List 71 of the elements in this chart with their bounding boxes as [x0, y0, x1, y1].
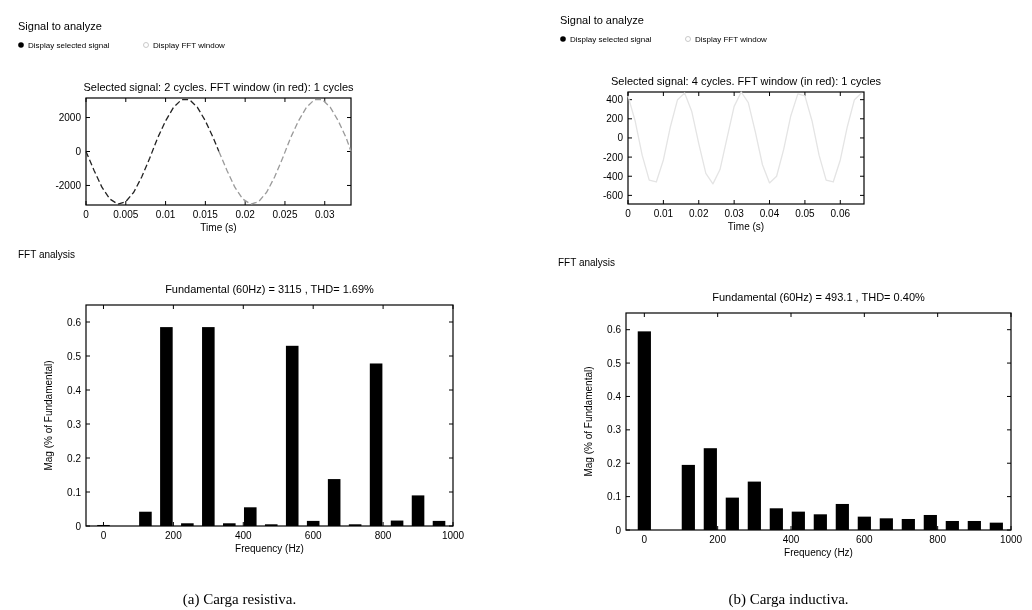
x-axis-title: Time (s): [200, 222, 237, 233]
x-tick-label: 0.01: [155, 209, 176, 220]
y-tick-label: 2000: [58, 112, 82, 124]
text: (b) Carga inductiva.: [728, 591, 849, 608]
y-tick-label: 0.5: [67, 350, 82, 362]
text: (a) Carga resistiva.: [182, 591, 297, 608]
y-tick-label: 0.4: [607, 390, 622, 402]
chart-title: Fundamental (60Hz) = 493.1 , THD= 0.40%: [712, 291, 926, 303]
x-tick-label: 200: [165, 530, 183, 541]
text: Signal to analyze: [560, 14, 644, 26]
x-axis-title: Frequency (Hz): [235, 543, 304, 554]
text: Display selected signal: [570, 35, 652, 44]
y-tick-label: 0.2: [67, 452, 82, 464]
text: Display selected signal: [28, 41, 110, 50]
x-tick-label: 800: [929, 534, 947, 545]
y-tick-label: 400: [606, 94, 624, 106]
text: FFT analysis: [558, 257, 616, 268]
x-tick-label: 600: [304, 530, 322, 541]
x-tick-label: 0.03: [724, 208, 745, 219]
x-tick-label: 400: [234, 530, 253, 541]
x-axis-title: Frequency (Hz): [784, 547, 853, 558]
x-tick-label: 400: [782, 534, 800, 545]
text: Display FFT window: [695, 35, 768, 44]
y-tick-label: 0: [617, 132, 624, 144]
y-tick-label: 0: [75, 146, 82, 157]
y-tick-label: 200: [606, 113, 624, 125]
x-tick-label: 200: [709, 534, 727, 545]
y-tick-label: -400: [602, 170, 624, 182]
y-tick-label: 0.1: [67, 486, 82, 498]
x-tick-label: 0.005: [113, 209, 139, 220]
x-tick-label: 1000: [999, 534, 1023, 545]
y-tick-label: 0.2: [607, 457, 622, 469]
text: Signal to analyze: [18, 20, 102, 32]
x-tick-label: 0: [83, 209, 90, 220]
y-axis-title: Mag (% of Fundamental): [583, 366, 594, 477]
x-tick-label: 0.015: [192, 209, 219, 220]
chart-title: Fundamental (60Hz) = 3115 , THD= 1.69%: [165, 283, 375, 295]
y-tick-label: 0.5: [607, 357, 622, 369]
chart-title: Selected signal: 4 cycles. FFT window (in red): 1 cycles: [610, 75, 882, 87]
y-tick-label: 0.6: [67, 316, 82, 328]
x-tick-label: 1000: [441, 530, 465, 541]
x-axis-title: Time (s): [727, 221, 765, 232]
x-tick-label: 0.06: [830, 208, 851, 219]
y-tick-label: -200: [602, 151, 624, 163]
x-tick-label: 800: [374, 530, 392, 541]
y-axis-title: Mag (% of Fundamental): [43, 360, 54, 471]
y-tick-label: 0.1: [607, 491, 622, 503]
x-tick-label: 0.05: [795, 208, 816, 219]
y-tick-label: 0: [75, 520, 82, 532]
x-tick-label: 0.025: [272, 209, 298, 220]
line-series: [85, 99, 220, 205]
text: Display FFT window: [153, 41, 226, 50]
x-tick-label: 0.02: [235, 209, 256, 220]
chart-title: Selected signal: 2 cycles. FFT window (in red): 1 cycles: [83, 81, 354, 93]
line-series: [218, 99, 352, 205]
x-tick-label: 0: [641, 534, 648, 545]
y-tick-label: 0.3: [607, 424, 622, 436]
x-tick-label: 0: [625, 208, 632, 219]
y-tick-label: -2000: [55, 179, 82, 191]
x-tick-label: 0.03: [315, 209, 335, 220]
y-tick-label: 0.3: [67, 418, 82, 430]
y-tick-label: -600: [602, 189, 624, 201]
y-tick-label: 0.4: [67, 384, 82, 396]
text: FFT analysis: [18, 249, 76, 260]
line-series: [627, 91, 863, 185]
x-tick-label: 0: [100, 530, 107, 541]
y-tick-label: 0.6: [607, 324, 622, 336]
x-tick-label: 0.01: [653, 208, 674, 219]
x-tick-label: 0.04: [759, 208, 780, 219]
x-tick-label: 0.02: [689, 208, 709, 219]
x-tick-label: 600: [855, 534, 874, 545]
